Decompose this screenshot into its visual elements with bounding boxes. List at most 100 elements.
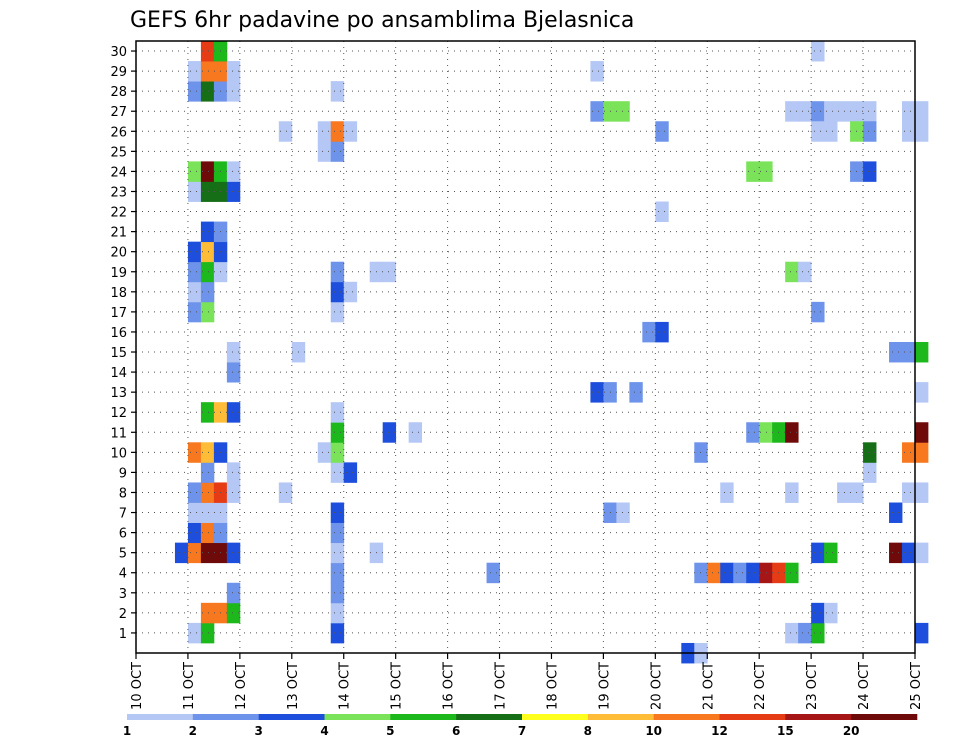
- precip-cell: [226, 61, 241, 82]
- x-tick-label: 14 OCT: [338, 662, 353, 710]
- precip-cell: [330, 81, 345, 102]
- y-tick-label: 4: [119, 567, 127, 582]
- precip-cell: [226, 402, 241, 423]
- plot-frame: [135, 40, 916, 654]
- precip-cell: [616, 502, 630, 523]
- precip-cell: [902, 341, 916, 363]
- y-tick-label: 12: [110, 406, 127, 421]
- precip-cell: [915, 542, 929, 564]
- precip-cell: [187, 161, 202, 182]
- precip-cell: [200, 502, 215, 523]
- y-tick-label: 10: [110, 446, 127, 461]
- y-tick-label: 27: [110, 105, 127, 120]
- precip-cell: [785, 622, 799, 644]
- precip-cell: [902, 101, 916, 122]
- precip-cell: [863, 121, 877, 142]
- x-tick-label: 16 OCT: [442, 662, 457, 710]
- precip-cell: [824, 121, 838, 142]
- precip-cell: [200, 462, 215, 483]
- precip-cell: [187, 442, 202, 463]
- x-tick-label: 17 OCT: [494, 662, 509, 710]
- x-tick-label: 23 OCT: [805, 662, 820, 710]
- x-tick-label: 24 OCT: [857, 662, 872, 710]
- precip-cell: [811, 301, 825, 323]
- precip-cell: [590, 382, 604, 403]
- x-tick-label: 10 OCT: [130, 662, 145, 710]
- colorbar-label: 7: [518, 724, 526, 738]
- precip-cell: [837, 101, 851, 122]
- precip-cell: [811, 121, 825, 142]
- precip-cell: [330, 582, 345, 604]
- x-axis: 10 OCT 11 OCT 12 OCT 13 OCT 14 OCT 15 OCT 16 O…: [130, 653, 924, 710]
- precip-cell: [785, 482, 799, 503]
- precip-cell: [837, 482, 851, 503]
- precip-cell: [785, 562, 799, 584]
- precip-cell: [824, 101, 838, 122]
- precip-cell: [200, 161, 215, 182]
- precip-cell: [226, 482, 241, 503]
- precip-cell: [590, 61, 604, 82]
- y-tick-label: 11: [110, 426, 127, 441]
- precip-cell: [330, 502, 345, 523]
- y-tick-label: 13: [110, 386, 127, 401]
- precip-cell: [915, 622, 929, 644]
- x-tick-label: 12 OCT: [234, 662, 249, 710]
- precip-cell: [187, 502, 202, 523]
- colorbar-swatch: [390, 714, 457, 720]
- precip-cell: [187, 241, 202, 263]
- precip-cell: [200, 402, 215, 423]
- precip-cell: [382, 422, 397, 443]
- y-tick-label: 25: [110, 145, 127, 160]
- precip-cell: [655, 321, 669, 343]
- precip-cell: [798, 101, 812, 122]
- colorbar-swatch: [719, 714, 786, 720]
- colorbar-label: 8: [584, 724, 592, 738]
- precip-cell: [200, 181, 215, 202]
- precip-cell: [200, 622, 215, 644]
- precip-cell: [863, 442, 877, 463]
- precip-cell: [902, 482, 916, 503]
- precip-cell: [642, 321, 656, 343]
- precip-cell: [187, 81, 202, 102]
- precip-cell: [889, 542, 903, 564]
- precip-cell: [759, 562, 773, 584]
- precip-cell: [629, 382, 643, 403]
- y-tick-label: 14: [110, 366, 127, 381]
- precip-cell: [655, 121, 669, 142]
- x-tick-label: 11 OCT: [182, 662, 197, 710]
- y-tick-label: 19: [110, 266, 127, 281]
- precip-cell: [746, 422, 760, 443]
- precip-cell: [187, 181, 202, 202]
- precip-cell: [915, 101, 929, 122]
- y-tick-label: 17: [110, 306, 127, 321]
- precip-cell: [343, 462, 358, 483]
- precip-cell: [226, 341, 241, 363]
- precip-cell: [200, 241, 215, 263]
- precip-cell: [226, 462, 241, 483]
- precip-cell: [200, 602, 215, 624]
- precip-cell: [863, 161, 877, 182]
- x-tick-label: 18 OCT: [545, 662, 560, 710]
- precip-cell: [746, 562, 760, 584]
- precip-cell: [200, 61, 215, 82]
- colorbar-label: 1: [123, 724, 131, 738]
- precip-cell: [811, 542, 825, 564]
- x-tick-label: 15 OCT: [390, 662, 405, 710]
- y-tick-label: 7: [119, 507, 127, 522]
- y-tick-label: 22: [110, 206, 127, 221]
- gridlines: [135, 41, 916, 653]
- precip-cell: [785, 422, 799, 443]
- colorbar-label: 3: [254, 724, 262, 738]
- precip-cell: [330, 602, 345, 624]
- colorbar-label: 12: [711, 724, 728, 738]
- y-tick-label: 8: [119, 486, 127, 501]
- colorbar-swatch: [258, 714, 325, 720]
- chart-title: GEFS 6hr padavine po ansamblima Bjelasni…: [130, 8, 634, 33]
- y-tick-label: 1: [119, 627, 127, 642]
- precip-cell: [187, 301, 202, 323]
- precip-cell: [798, 261, 812, 283]
- precip-cell: [330, 261, 345, 283]
- y-tick-label: 2: [119, 607, 127, 622]
- precip-cell: [902, 121, 916, 142]
